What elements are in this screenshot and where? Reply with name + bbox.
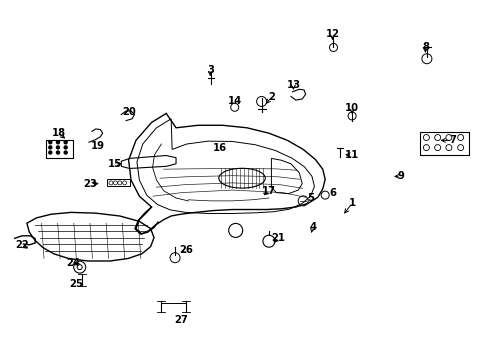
- Text: 16: 16: [213, 143, 226, 153]
- Text: 9: 9: [397, 171, 404, 181]
- Text: 6: 6: [328, 188, 335, 198]
- Text: 22: 22: [15, 240, 29, 250]
- Text: 7: 7: [448, 135, 455, 145]
- Text: 15: 15: [108, 159, 122, 169]
- Text: 18: 18: [52, 128, 65, 138]
- Text: 27: 27: [174, 315, 187, 325]
- Circle shape: [64, 151, 67, 154]
- Circle shape: [49, 141, 52, 144]
- Text: 3: 3: [206, 65, 213, 75]
- Text: 20: 20: [122, 107, 136, 117]
- Text: 25: 25: [69, 279, 82, 289]
- Circle shape: [64, 141, 67, 144]
- Circle shape: [49, 146, 52, 149]
- Bar: [419, 132, 468, 155]
- Text: 14: 14: [227, 96, 242, 106]
- Text: 17: 17: [262, 186, 275, 196]
- Text: 2: 2: [267, 92, 274, 102]
- Text: 23: 23: [83, 179, 97, 189]
- Text: 11: 11: [344, 150, 359, 160]
- Text: 19: 19: [91, 141, 104, 151]
- Text: 8: 8: [421, 42, 428, 52]
- Text: 10: 10: [345, 103, 358, 113]
- Text: 1: 1: [348, 198, 355, 208]
- Text: 12: 12: [325, 29, 339, 39]
- Bar: [46, 140, 73, 158]
- Text: 24: 24: [66, 258, 80, 268]
- Text: 21: 21: [271, 233, 285, 243]
- Text: 26: 26: [179, 245, 192, 255]
- Circle shape: [57, 146, 60, 149]
- Circle shape: [57, 151, 60, 154]
- Circle shape: [57, 141, 60, 144]
- Circle shape: [49, 151, 52, 154]
- Text: 5: 5: [306, 193, 313, 203]
- Text: 4: 4: [309, 222, 316, 232]
- Text: 13: 13: [286, 80, 300, 90]
- Circle shape: [64, 146, 67, 149]
